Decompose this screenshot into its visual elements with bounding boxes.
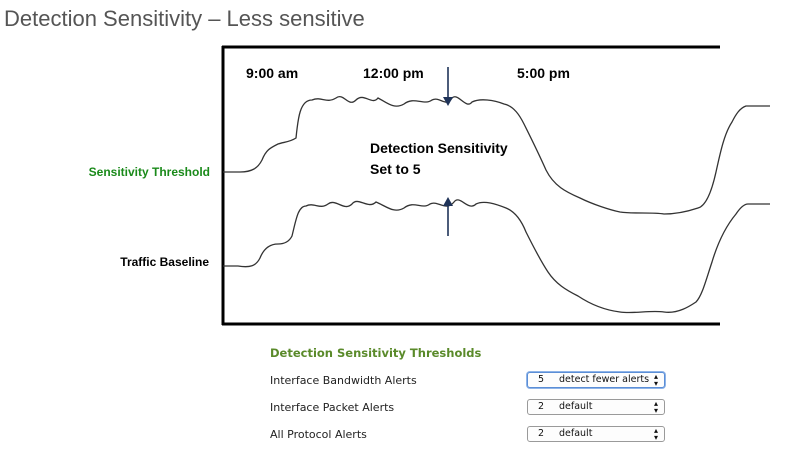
thresholds-title: Detection Sensitivity Thresholds [270, 346, 482, 360]
bandwidth-alerts-text: detect fewer alerts [559, 374, 650, 385]
threshold-row-bandwidth: Interface Bandwidth Alerts 5 detect fewe… [270, 372, 670, 390]
protocol-alerts-label: All Protocol Alerts [270, 428, 367, 441]
traffic-baseline-line [223, 199, 770, 314]
sensitivity-threshold-label: Sensitivity Threshold [89, 165, 210, 179]
page-title: Detection Sensitivity – Less sensitive [4, 6, 365, 31]
time-label-5pm: 5:00 pm [517, 65, 570, 81]
protocol-alerts-text: default [559, 428, 593, 439]
bandwidth-alerts-value: 5 [538, 374, 545, 385]
protocol-alerts-value: 2 [538, 428, 545, 439]
sensitivity-threshold-line [223, 96, 770, 215]
packet-alerts-select[interactable]: 2 default ▴ ▾ [527, 399, 665, 415]
threshold-row-protocol: All Protocol Alerts 2 default ▴ ▾ [270, 426, 670, 444]
bandwidth-alerts-label: Interface Bandwidth Alerts [270, 374, 417, 387]
protocol-alerts-select[interactable]: 2 default ▴ ▾ [527, 426, 665, 442]
time-label-12pm: 12:00 pm [363, 65, 424, 81]
sensitivity-diagram: 9:00 am 12:00 pm 5:00 pm Detection Sensi… [89, 45, 770, 326]
packet-alerts-label: Interface Packet Alerts [270, 401, 395, 414]
select-arrows-icon: ▴ ▾ [653, 426, 658, 442]
arrow-down-icon [443, 67, 453, 106]
select-arrows-icon: ▴ ▾ [653, 399, 658, 415]
traffic-baseline-label: Traffic Baseline [120, 255, 209, 269]
arrow-up-icon [443, 197, 453, 236]
threshold-row-packet: Interface Packet Alerts 2 default ▴ ▾ [270, 399, 670, 417]
packet-alerts-value: 2 [538, 401, 545, 412]
select-arrows-icon: ▴ ▾ [653, 372, 658, 388]
annotation-line-2: Set to 5 [370, 161, 421, 177]
annotation-line-1: Detection Sensitivity [370, 140, 508, 156]
time-label-9am: 9:00 am [246, 65, 298, 81]
packet-alerts-text: default [559, 401, 593, 412]
bandwidth-alerts-select[interactable]: 5 detect fewer alerts ▴ ▾ [527, 372, 665, 388]
